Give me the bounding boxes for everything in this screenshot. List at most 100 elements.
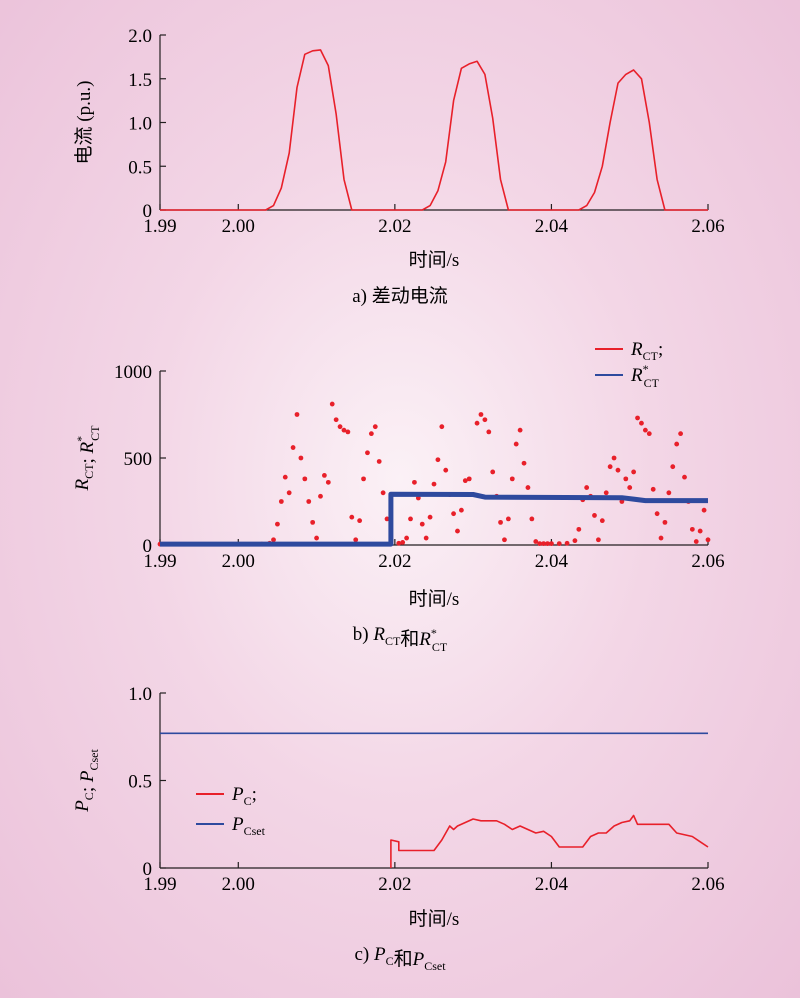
data-point bbox=[423, 535, 429, 541]
y-tick-label: 2.0 bbox=[128, 26, 152, 47]
x-tick-label: 1.99 bbox=[143, 216, 176, 237]
data-point bbox=[412, 479, 417, 485]
data-point bbox=[408, 516, 413, 522]
data-point bbox=[427, 514, 433, 520]
data-point bbox=[615, 467, 621, 473]
x-tick-label: 2.00 bbox=[222, 874, 255, 895]
data-point bbox=[486, 429, 492, 435]
data-point bbox=[674, 441, 680, 447]
data-point bbox=[435, 457, 441, 463]
data-point bbox=[419, 521, 425, 527]
y-tick-label: 0 bbox=[143, 201, 153, 222]
data-point bbox=[572, 538, 578, 544]
legend: PC; PCset bbox=[196, 784, 266, 838]
data-point bbox=[556, 541, 562, 547]
data-point bbox=[318, 493, 323, 499]
data-point bbox=[670, 464, 676, 470]
data-point bbox=[278, 499, 284, 504]
x-tick-label: 2.02 bbox=[378, 874, 411, 895]
data-point bbox=[689, 526, 695, 532]
y-axis-label: PC; PCset bbox=[72, 749, 101, 813]
data-point bbox=[404, 535, 409, 541]
data-point bbox=[341, 427, 347, 433]
series-line bbox=[160, 49, 708, 211]
y-tick-label: 0.5 bbox=[128, 772, 152, 793]
x-axis-label: 时间/s bbox=[409, 249, 460, 271]
data-point bbox=[592, 513, 597, 518]
data-point bbox=[701, 507, 707, 513]
data-point bbox=[466, 476, 472, 482]
data-point bbox=[357, 518, 363, 524]
data-point bbox=[537, 541, 543, 547]
data-point bbox=[642, 427, 648, 433]
data-point bbox=[666, 490, 672, 496]
legend-label: R* CT bbox=[630, 362, 660, 390]
data-point bbox=[502, 537, 507, 543]
data-point bbox=[333, 417, 339, 423]
data-point bbox=[349, 514, 355, 520]
legend: RCT;R* CT bbox=[595, 339, 663, 390]
data-point bbox=[682, 474, 687, 480]
data-point bbox=[451, 511, 456, 517]
data-point bbox=[462, 478, 468, 484]
data-point bbox=[509, 476, 515, 482]
x-tick-label: 2.00 bbox=[222, 551, 255, 572]
chart-panel-a: 1.99 2.00 2.02 2.04 2.06 0 0.5 1.0 1.5 2.0 时间/s 电流 … bbox=[73, 26, 725, 307]
data-point bbox=[521, 460, 527, 466]
data-point bbox=[513, 441, 519, 447]
x-tick-label: 1.99 bbox=[143, 551, 176, 572]
data-point bbox=[282, 474, 288, 480]
data-point bbox=[627, 485, 633, 490]
x-tick-label: 2.04 bbox=[535, 551, 569, 572]
data-point bbox=[545, 541, 550, 547]
legend-label: PC; bbox=[231, 784, 257, 808]
panel-caption: a) 差动电流 bbox=[352, 285, 448, 307]
data-point bbox=[365, 450, 370, 456]
data-point bbox=[533, 539, 539, 544]
panel-caption: c) PC和PCset bbox=[354, 944, 446, 973]
data-point bbox=[271, 537, 276, 543]
data-point bbox=[705, 537, 711, 543]
x-tick-label: 2.04 bbox=[535, 874, 569, 895]
x-tick-label: 2.02 bbox=[378, 551, 411, 572]
data-point bbox=[678, 431, 683, 437]
data-point bbox=[322, 473, 327, 478]
data-point bbox=[286, 490, 292, 496]
data-point bbox=[337, 424, 343, 430]
data-point bbox=[443, 467, 449, 473]
x-tick-label: 2.06 bbox=[691, 551, 724, 572]
data-point bbox=[498, 519, 503, 525]
data-point bbox=[294, 412, 300, 417]
data-point bbox=[310, 519, 316, 525]
data-point bbox=[611, 455, 617, 461]
data-point bbox=[635, 415, 640, 421]
y-tick-label: 500 bbox=[124, 449, 153, 470]
data-point bbox=[376, 459, 382, 464]
data-point bbox=[439, 424, 445, 430]
data-point bbox=[623, 476, 629, 482]
x-tick-label: 2.02 bbox=[378, 216, 411, 237]
data-point bbox=[646, 431, 652, 437]
data-point bbox=[650, 486, 656, 492]
data-point bbox=[607, 464, 613, 470]
data-point bbox=[596, 537, 601, 543]
data-point bbox=[505, 516, 511, 522]
y-tick-label: 1.0 bbox=[128, 684, 152, 705]
data-point bbox=[275, 521, 280, 527]
data-point bbox=[517, 427, 523, 433]
data-point bbox=[380, 490, 386, 496]
legend-label: PCset bbox=[231, 814, 266, 838]
data-point bbox=[302, 476, 308, 482]
data-point bbox=[662, 519, 668, 525]
y-tick-label: 1.0 bbox=[128, 114, 152, 135]
data-point bbox=[654, 511, 660, 517]
data-point bbox=[658, 535, 664, 541]
data-point bbox=[361, 476, 366, 482]
x-tick-label: 2.00 bbox=[222, 216, 255, 237]
x-tick-label: 2.06 bbox=[691, 874, 724, 895]
data-point bbox=[631, 469, 637, 475]
data-point bbox=[599, 518, 605, 524]
legend-label: RCT; bbox=[630, 339, 663, 363]
y-tick-label: 1000 bbox=[114, 362, 152, 383]
